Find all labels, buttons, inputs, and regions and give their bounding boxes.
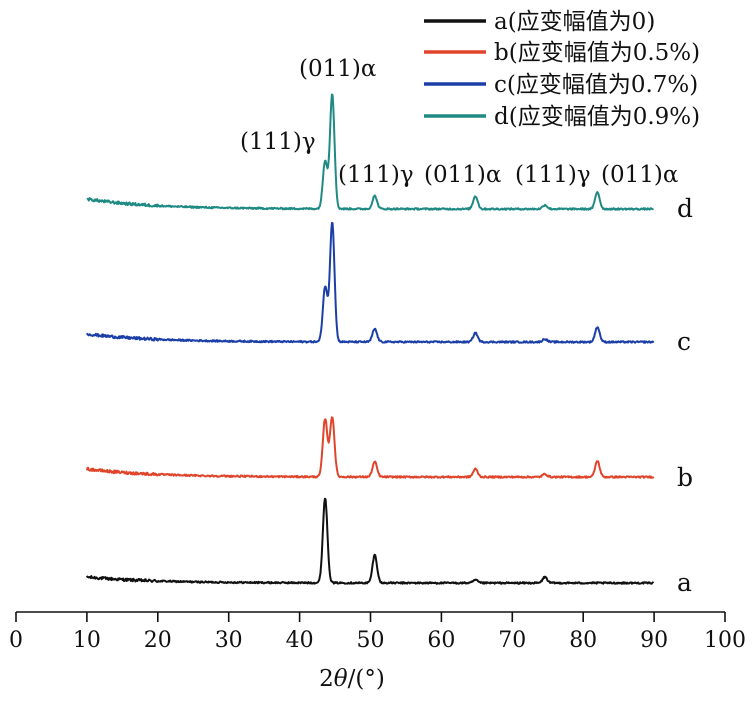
curve-label-d: d	[677, 194, 693, 223]
x-tick-label-30: 30	[215, 628, 243, 653]
x-axis-title: 2θ/(°)	[319, 666, 385, 692]
x-tick-label-50: 50	[357, 628, 385, 653]
x-axis: 0 10 20 30 40 50 60 70 80 90 100	[9, 611, 746, 653]
x-tick-label-0: 0	[9, 628, 23, 653]
legend-label-b: b(应变幅值为0.5%)	[494, 40, 700, 66]
x-tick-label-80: 80	[569, 628, 597, 653]
x-tick-label-60: 60	[427, 628, 455, 653]
curve-labels: d c b a	[677, 194, 693, 597]
series-curve-a	[86, 497, 655, 585]
x-tick-label-10: 10	[73, 628, 101, 653]
peak-annotation-row-3: (111)γ	[515, 162, 591, 188]
series-curves	[85, 93, 655, 585]
series-curve-c	[86, 221, 655, 344]
legend-label-c: c(应变幅值为0.7%)	[494, 72, 698, 98]
legend-label-a: a(应变幅值为0)	[494, 9, 655, 35]
legend-label-d: d(应变幅值为0.9%)	[494, 104, 700, 130]
peak-annotation-top: (011)α	[299, 56, 376, 82]
x-axis-title-theta: θ	[334, 666, 348, 692]
legend: a(应变幅值为0) b(应变幅值为0.5%) c(应变幅值为0.7%) d(应变…	[424, 9, 700, 130]
series-curve-b	[85, 416, 655, 479]
x-axis-title-prefix: 2	[319, 666, 334, 692]
x-tick-label-20: 20	[144, 628, 172, 653]
x-tick-label-40: 40	[286, 628, 314, 653]
curve-label-b: b	[677, 463, 693, 492]
curve-label-a: a	[677, 568, 692, 597]
x-axis-title-suffix: /(°)	[348, 666, 385, 692]
peak-annotation-row-2: (011)α	[424, 162, 501, 188]
x-tick-label-70: 70	[498, 628, 526, 653]
x-tick-label-90: 90	[640, 628, 668, 653]
peak-annotation-row-4: (011)α	[601, 162, 678, 188]
peak-annotation-row-1: (111)γ	[338, 162, 414, 188]
x-tick-label-100: 100	[704, 628, 746, 653]
peak-annotation-left: (111)γ	[240, 129, 316, 155]
peak-annotations: (011)α (111)γ (111)γ (011)α (111)γ (011)…	[240, 56, 678, 188]
series-curve-d	[86, 93, 654, 211]
curve-label-c: c	[677, 327, 691, 356]
